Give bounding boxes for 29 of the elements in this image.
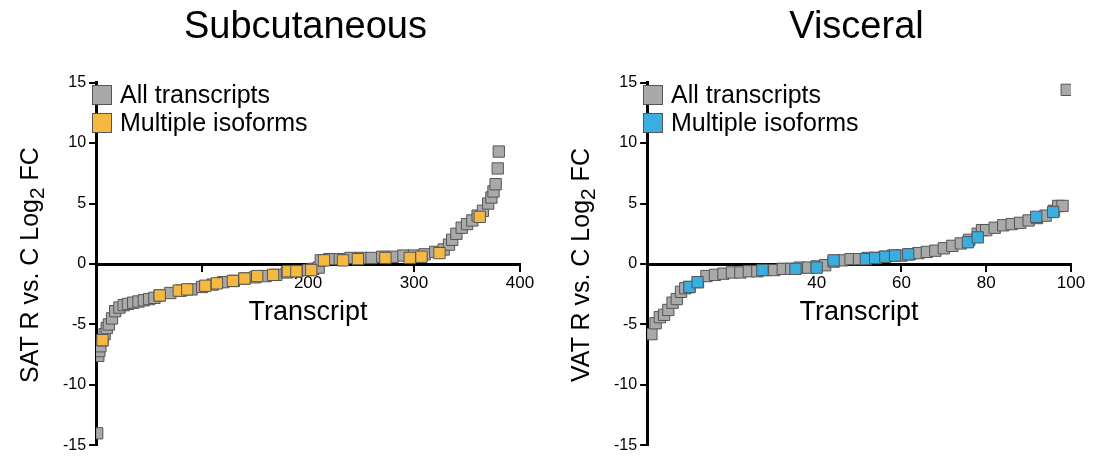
y-tick-label: -5 [71, 314, 87, 332]
y-tick-label: 10 [68, 133, 87, 151]
x-axis-title: Transcript [248, 296, 369, 327]
y-tick-label: 15 [68, 73, 87, 91]
chart-title: Subcutaneous [183, 4, 428, 47]
y-tick-label: 0 [628, 254, 638, 272]
y-tick-label: 5 [628, 193, 638, 211]
y-tick-label: 5 [77, 193, 87, 211]
x-tick-label: 200 [293, 272, 323, 292]
legend-label: All transcripts [671, 80, 822, 108]
x-tick-label: 100 [1056, 272, 1086, 292]
legend-label: All transcripts [120, 80, 271, 108]
chart-title: Visceral [788, 4, 925, 47]
y-tick-label: -15 [614, 435, 638, 453]
x-tick-label: 60 [891, 272, 911, 292]
y-tick-label: -5 [622, 314, 638, 332]
legend-label: Multiple isoforms [120, 108, 308, 136]
legend-label: Multiple isoforms [671, 108, 859, 136]
y-tick-label: 15 [619, 73, 638, 91]
y-tick-label: -15 [63, 435, 87, 453]
y-tick-label: 0 [77, 254, 87, 272]
x-tick-label: 80 [976, 272, 996, 292]
y-tick-label: -10 [63, 375, 87, 393]
x-tick-label: 40 [807, 272, 827, 292]
y-tick-label: -10 [614, 375, 638, 393]
y-tick-label: 10 [619, 133, 638, 151]
x-tick-label: 400 [505, 272, 535, 292]
x-tick-label: 300 [399, 272, 429, 292]
x-axis-title: Transcript [799, 296, 920, 327]
